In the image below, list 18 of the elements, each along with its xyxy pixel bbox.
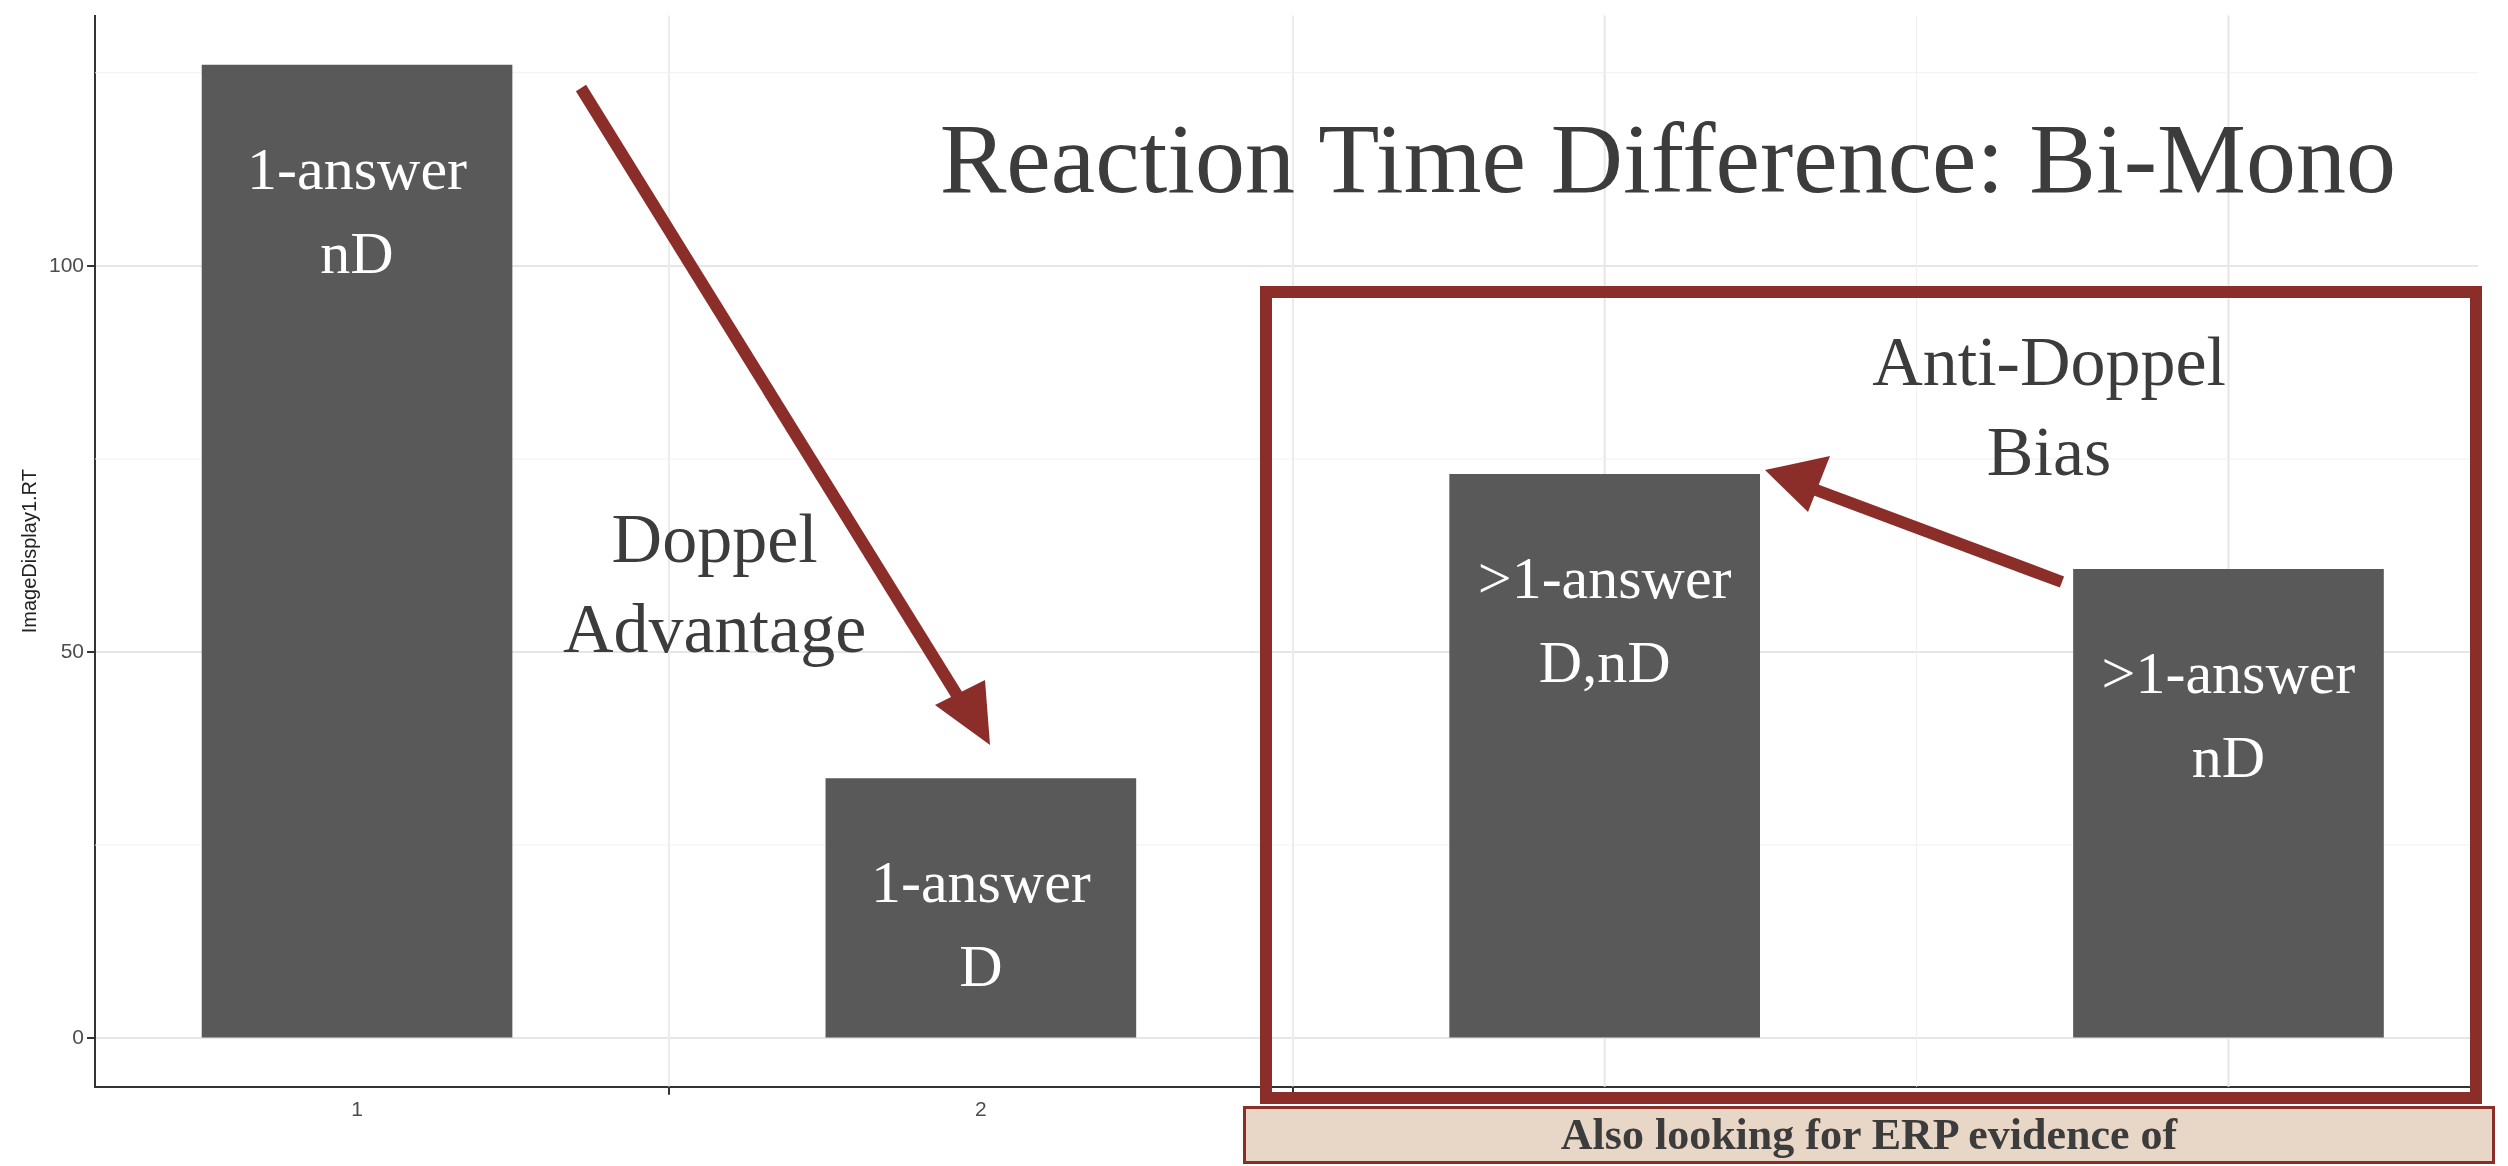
x-tick-label: 1	[351, 1097, 363, 1121]
bar	[2073, 569, 2384, 1038]
y-tick-label: 0	[72, 1024, 85, 1048]
annotation: 1-answer nD	[247, 135, 468, 286]
x-tick-label: 2	[975, 1097, 987, 1121]
text: Reaction Time Difference: Bi-Mono	[939, 102, 2396, 214]
text: Also looking for ERP evidence of	[1243, 1106, 2495, 1164]
bar	[825, 778, 1137, 1038]
bar	[1449, 474, 1760, 1038]
y-tick-label: 100	[48, 252, 85, 276]
annotation: >1-answer nD	[2101, 640, 2356, 791]
y-axis-title: ImageDisplay1.RT	[17, 469, 40, 634]
annotation: Doppel Advantage	[563, 500, 867, 668]
annotation: 1-answer D	[870, 849, 1091, 1000]
y-tick-label: 50	[60, 638, 85, 662]
annotation: Anti-Doppel Bias	[1872, 323, 2226, 491]
bar	[201, 64, 513, 1038]
annotation: >1-answer D,nD	[1477, 545, 1732, 696]
